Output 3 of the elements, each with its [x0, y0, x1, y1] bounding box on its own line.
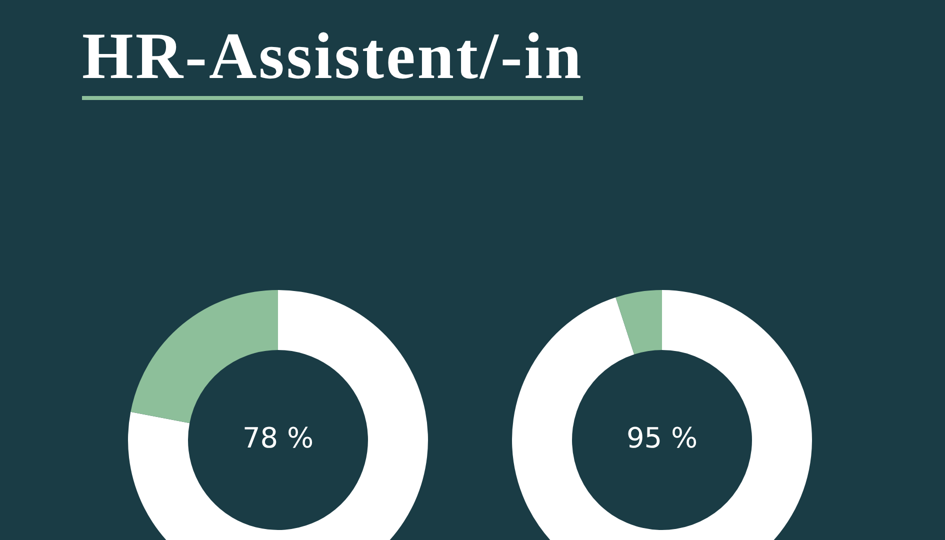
data-label: 95 %: [626, 421, 698, 454]
data-label: 78 %: [242, 421, 314, 454]
chart-title: HR-Assistent/-in: [82, 18, 584, 100]
